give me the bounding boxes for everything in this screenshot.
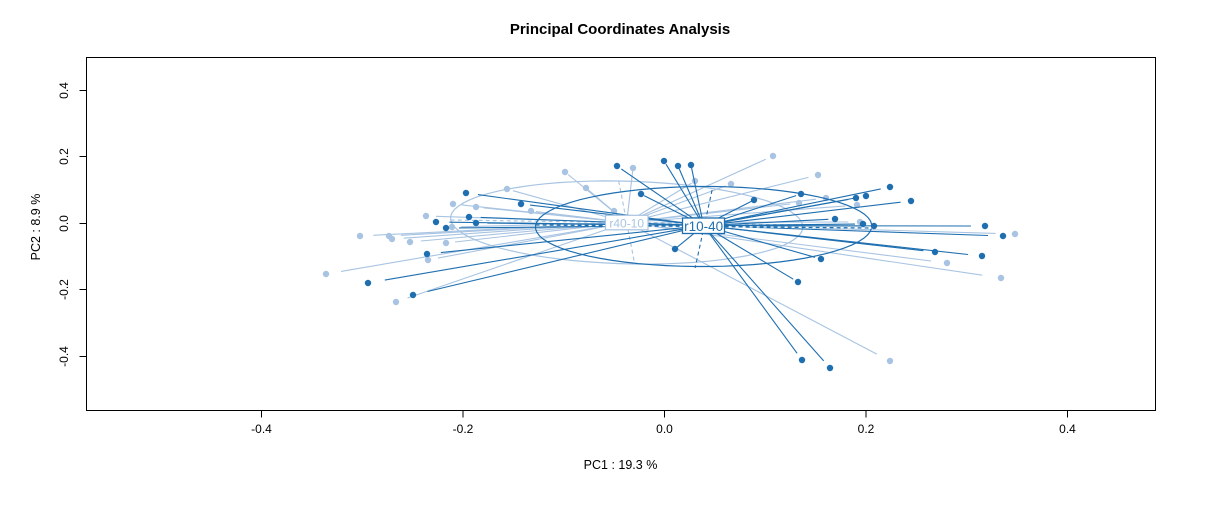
- svg-text:0.4: 0.4: [57, 82, 71, 99]
- svg-text:0.2: 0.2: [57, 148, 71, 165]
- svg-text:-0.4: -0.4: [251, 422, 272, 436]
- svg-text:0.2: 0.2: [858, 422, 875, 436]
- svg-text:0.4: 0.4: [1059, 422, 1076, 436]
- svg-text:-0.2: -0.2: [453, 422, 474, 436]
- svg-text:PC2 : 8.9 %: PC2 : 8.9 %: [29, 194, 43, 261]
- svg-text:-0.2: -0.2: [57, 279, 71, 300]
- svg-text:PC1 : 19.3 %: PC1 : 19.3 %: [584, 458, 658, 472]
- svg-text:r10-40: r10-40: [684, 219, 723, 234]
- svg-text:-0.4: -0.4: [57, 346, 71, 367]
- svg-text:r40-10: r40-10: [609, 216, 644, 230]
- svg-text:0.0: 0.0: [656, 422, 673, 436]
- svg-text:Principal Coordinates Analysis: Principal Coordinates Analysis: [510, 21, 730, 38]
- svg-text:0.0: 0.0: [57, 215, 71, 232]
